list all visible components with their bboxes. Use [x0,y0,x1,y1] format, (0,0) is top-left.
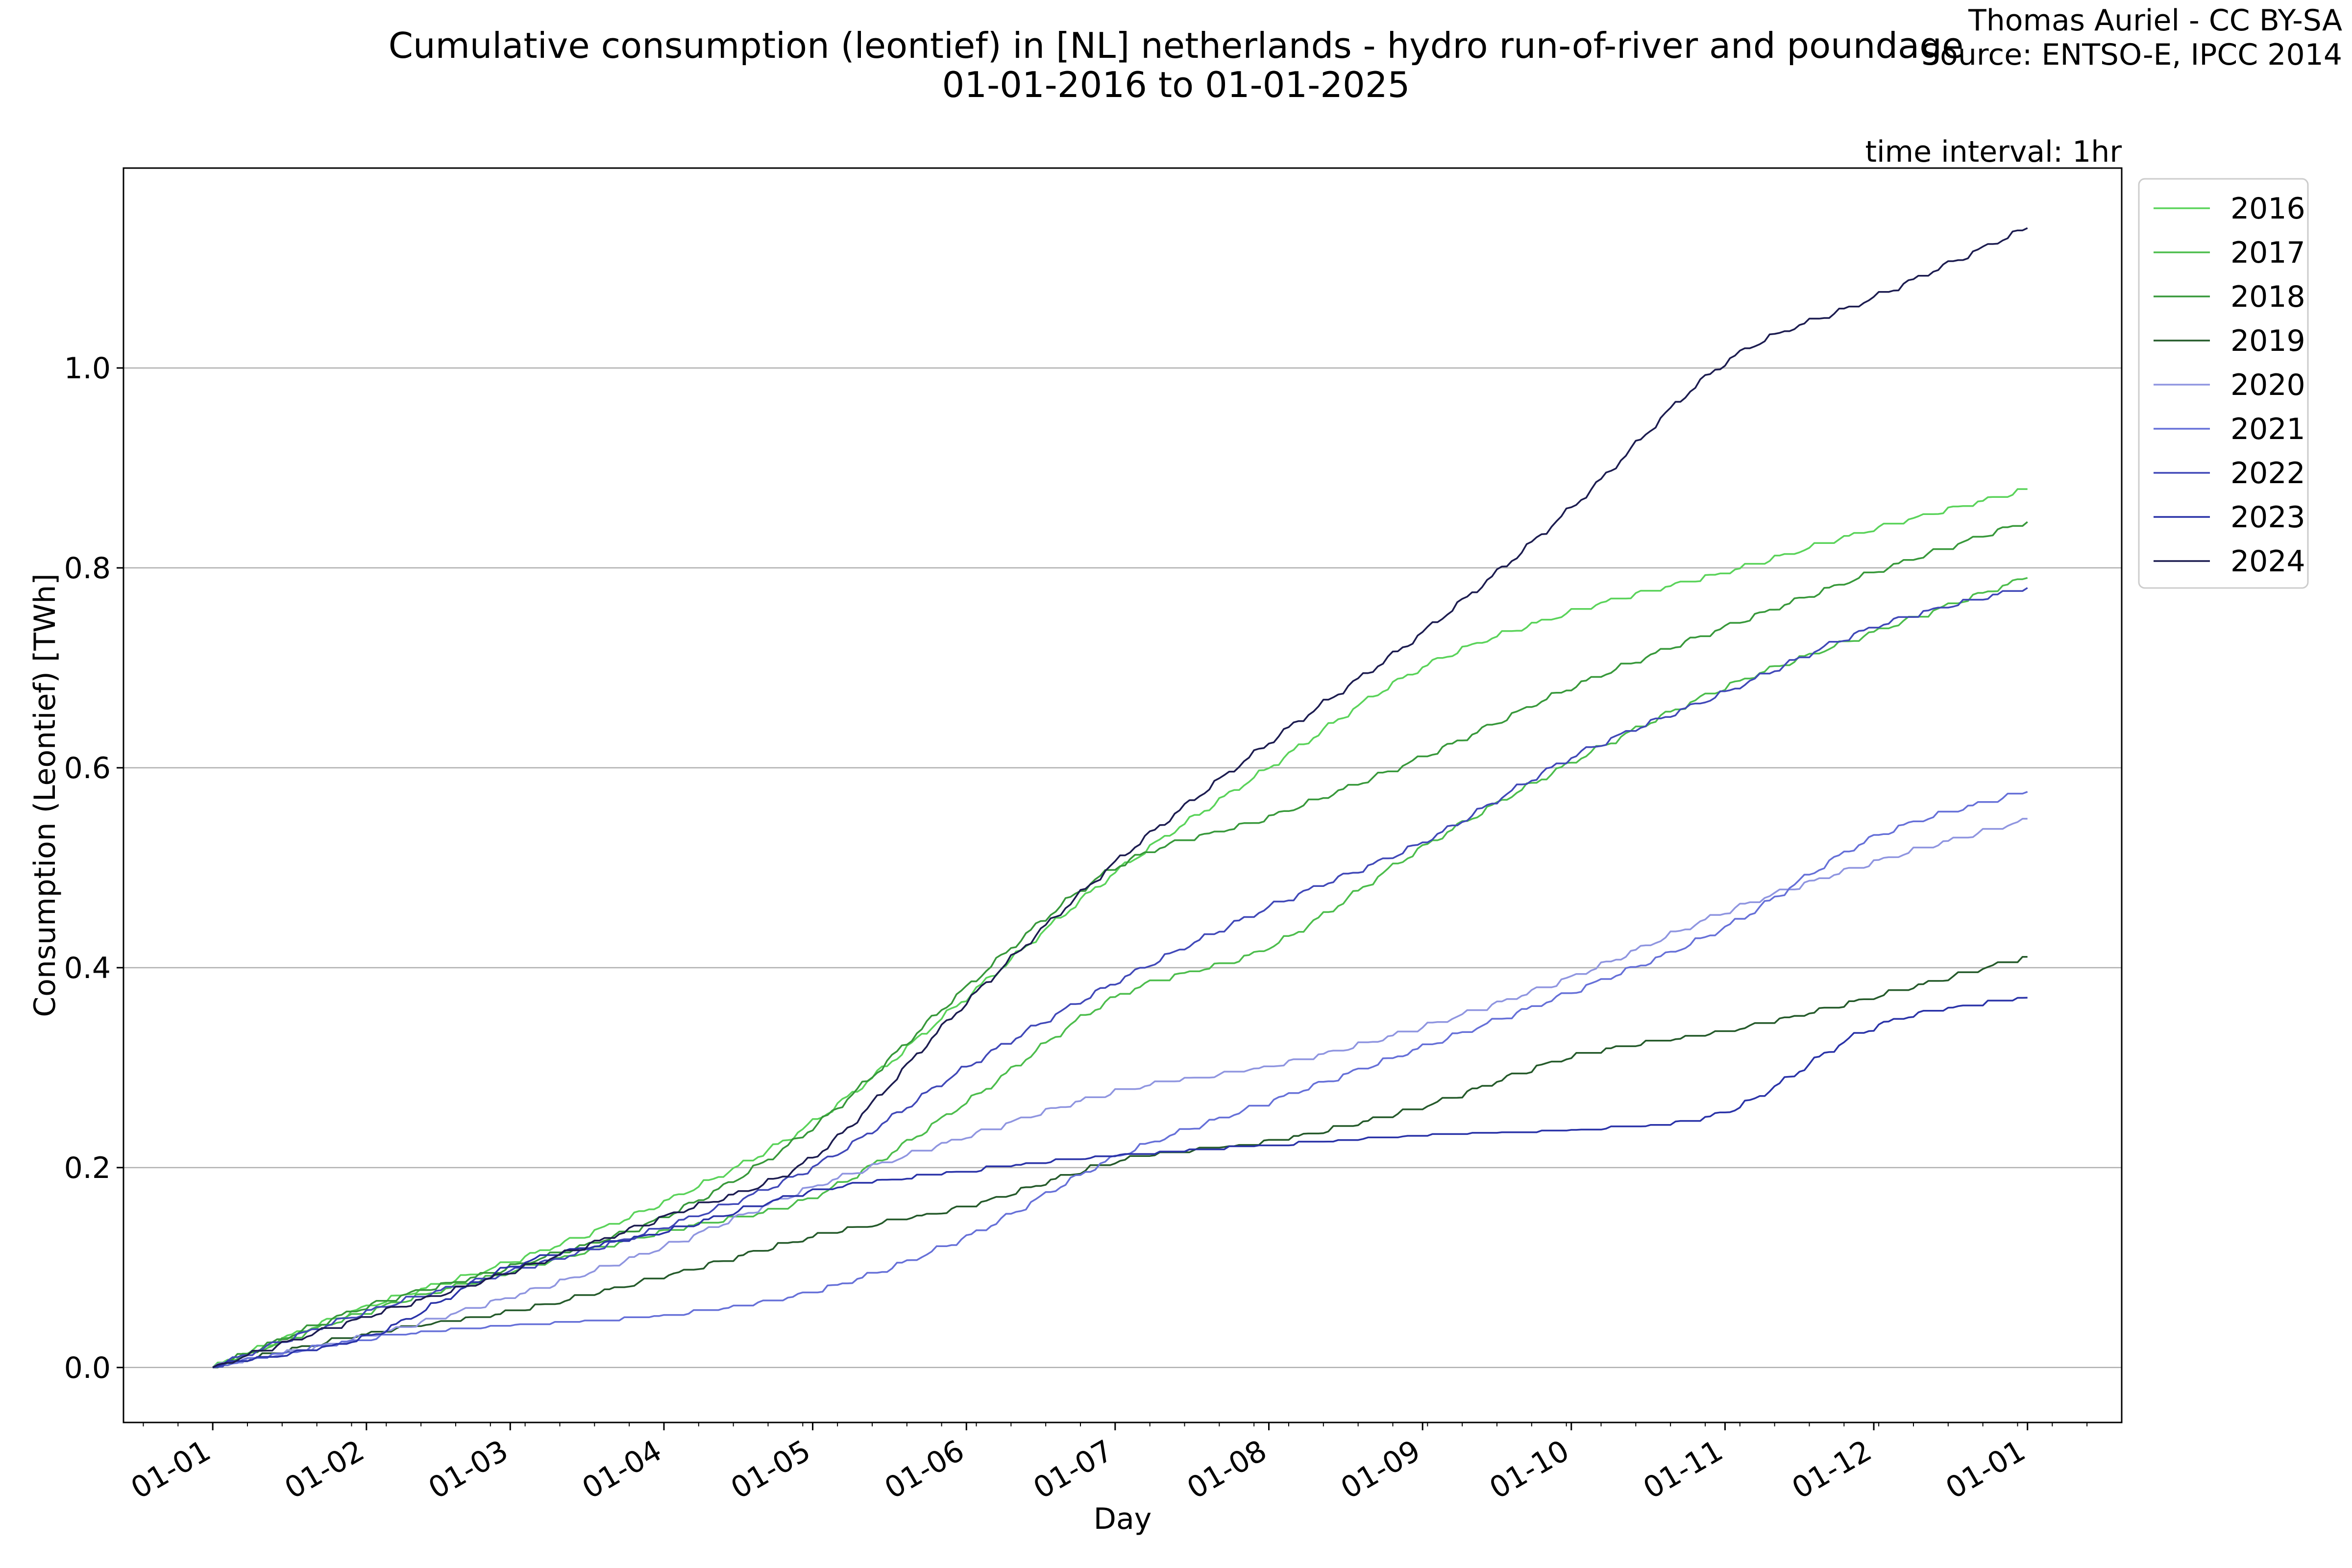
series-line-2023 [212,997,2028,1369]
grid-layer [123,367,2122,1369]
legend: 2016 2017 2018 2019 2020 2021 2022 2023 2024 [2138,178,2309,589]
y-axis-ticks: 0.0 0.2 0.4 0.6 0.8 1.0 [64,351,123,1385]
plot-frame [122,167,2123,1423]
legend-box [2138,178,2309,589]
series-line-2022 [212,587,2028,1369]
y-tick-label: 0.2 [64,1151,111,1185]
y-tick-label: 0.6 [64,751,111,785]
credit-author: Thomas Auriel - CC BY-SA [1968,3,2342,38]
legend-label-2017: 2017 [2230,236,2305,270]
chart-title-line2: 01-01-2016 to 01-01-2025 [942,64,1410,105]
y-tick-label: 0.4 [64,951,111,985]
series-line-2018 [213,521,2028,1369]
legend-items: 2016 2017 2018 2019 2020 2021 2022 2023 2024 [2154,192,2305,579]
series-line-2019 [213,956,2028,1369]
x-axis-label: Day [1094,1502,1152,1536]
series-line-2020 [212,818,2028,1369]
credit-source: Source: ENTSO-E, IPCC 2014 [1921,38,2342,72]
legend-label-2018: 2018 [2230,280,2305,314]
time-interval-note: time interval: 1hr [1865,135,2122,169]
y-tick-label: 0.8 [64,551,111,586]
legend-label-2021: 2021 [2230,412,2305,446]
legend-label-2023: 2023 [2230,500,2305,535]
chart-title-line1: Cumulative consumption (leontief) in [NL… [389,25,1964,66]
series-layer [212,227,2028,1369]
y-axis-label: Consumption (Leontief) [TWh] [28,573,62,1017]
legend-label-2016: 2016 [2230,192,2305,226]
legend-label-2020: 2020 [2230,368,2305,402]
legend-label-2022: 2022 [2230,456,2305,490]
series-line-2021 [212,791,2028,1369]
legend-label-2024: 2024 [2230,544,2305,579]
y-tick-label: 1.0 [64,351,111,386]
series-line-2024 [212,227,2028,1369]
legend-label-2019: 2019 [2230,324,2305,358]
series-line-2017 [212,577,2028,1369]
y-tick-label: 0.0 [64,1351,111,1385]
